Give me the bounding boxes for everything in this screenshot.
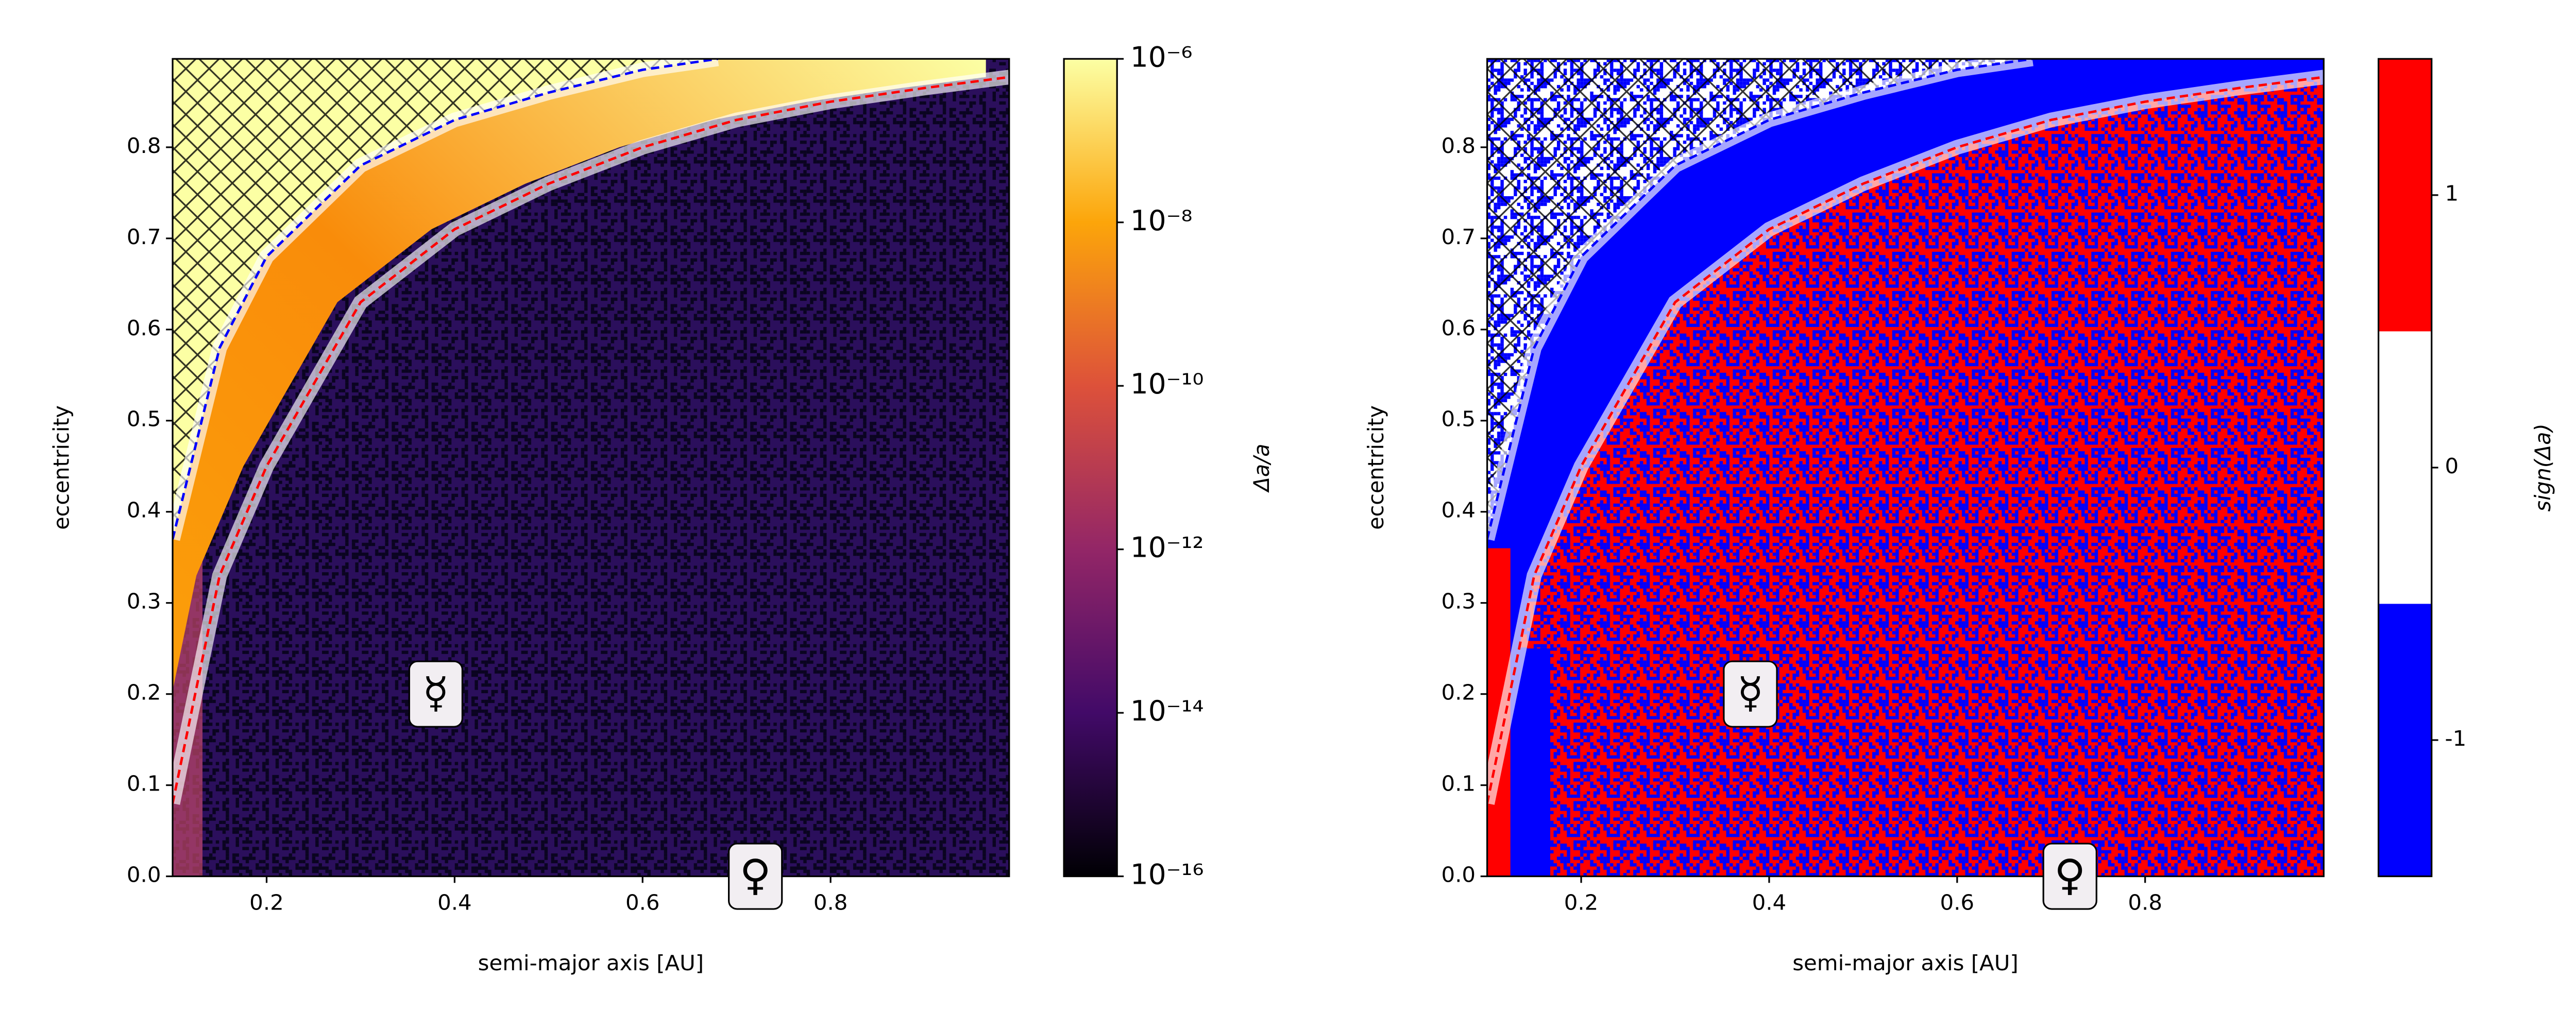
y-tick-label: 0.1 (1441, 771, 1476, 796)
heatmap-warm (173, 59, 986, 691)
y-tick-label: 0.1 (127, 771, 161, 796)
annotation: ♀ (2054, 850, 2086, 900)
colorbar-tick-label: 0 (2445, 453, 2459, 478)
x-tick-label: 0.2 (1564, 890, 1599, 915)
heatmap-blue (1487, 59, 2324, 877)
y-tick-label: 0.8 (127, 133, 161, 158)
colorbar-tick-label: 10⁻¹⁶ (1130, 859, 1204, 891)
colorbar-tick-label: 10⁻¹⁴ (1130, 695, 1204, 728)
colorbar-label: sign(Δa) (2530, 423, 2555, 511)
y-axis-label: eccentricity (1363, 405, 1388, 530)
y-tick-label: 0.0 (1441, 862, 1476, 887)
colorbar-tick-label: 10⁻⁶ (1130, 41, 1193, 74)
curve (1487, 76, 2324, 804)
annotation-box (2042, 843, 2097, 910)
y-tick-label: 0.3 (1441, 589, 1476, 614)
annotation: ♀ (740, 850, 771, 900)
y-tick-label: 0.4 (127, 497, 161, 523)
colorbar-tick-label: 10⁻¹² (1130, 531, 1204, 564)
curve (1487, 59, 2033, 540)
x-axis-label: semi-major axis [AU] (1792, 950, 2018, 975)
y-tick-label: 0.6 (1441, 315, 1476, 340)
y-tick-label: 0.3 (127, 589, 161, 614)
x-axis-label: semi-major axis [AU] (478, 950, 704, 975)
colorbar-label: Δa/a (1248, 444, 1274, 493)
y-tick-label: 0.5 (1441, 406, 1476, 432)
colorbar-tick-label: -1 (2445, 726, 2466, 751)
heatmap (1487, 59, 2324, 877)
x-tick-label: 0.2 (249, 890, 284, 915)
x-tick-label: 0.6 (625, 890, 660, 915)
hatch (1487, 59, 2324, 877)
annotation-box (728, 843, 783, 910)
y-axis-label: eccentricity (48, 405, 74, 530)
colorbar-segment (2378, 331, 2432, 604)
y-tick-label: 0.2 (127, 680, 161, 705)
axes-frame (172, 58, 1010, 878)
annotation-box (1723, 660, 1778, 728)
y-tick-label: 0.0 (127, 862, 161, 887)
colorbar-tick-label: 1 (2445, 181, 2459, 206)
x-tick-label: 0.8 (814, 890, 848, 915)
curve (173, 76, 1009, 804)
annotation: ☿ (422, 668, 449, 717)
annotation: ☿ (1737, 668, 1764, 717)
y-tick-label: 0.8 (1441, 133, 1476, 158)
y-tick-label: 0.2 (1441, 680, 1476, 705)
colorbar-tick-label: 10⁻⁸ (1130, 204, 1193, 237)
heatmap (173, 59, 1009, 877)
plot-area (1487, 59, 2324, 877)
hatch (173, 59, 1009, 877)
colorbar-tick-label: 10⁻¹⁰ (1130, 368, 1204, 401)
x-tick-label: 0.4 (437, 890, 472, 915)
colorbar (1064, 59, 1117, 877)
colorbar-segment (2378, 604, 2432, 877)
y-tick-label: 0.6 (127, 315, 161, 340)
curve (173, 59, 718, 540)
y-tick-label: 0.7 (1441, 224, 1476, 249)
x-tick-label: 0.4 (1752, 890, 1787, 915)
colorbar-segment (2378, 59, 2432, 332)
x-tick-label: 0.6 (1940, 890, 1974, 915)
y-tick-label: 0.4 (1441, 497, 1476, 523)
axes-frame (1486, 58, 2325, 878)
x-tick-label: 0.8 (2128, 890, 2162, 915)
annotation-box (408, 660, 464, 728)
y-tick-label: 0.7 (127, 224, 161, 249)
y-tick-label: 0.5 (127, 406, 161, 432)
plot-area (173, 59, 1009, 877)
colorbar-frame (1063, 58, 1118, 878)
